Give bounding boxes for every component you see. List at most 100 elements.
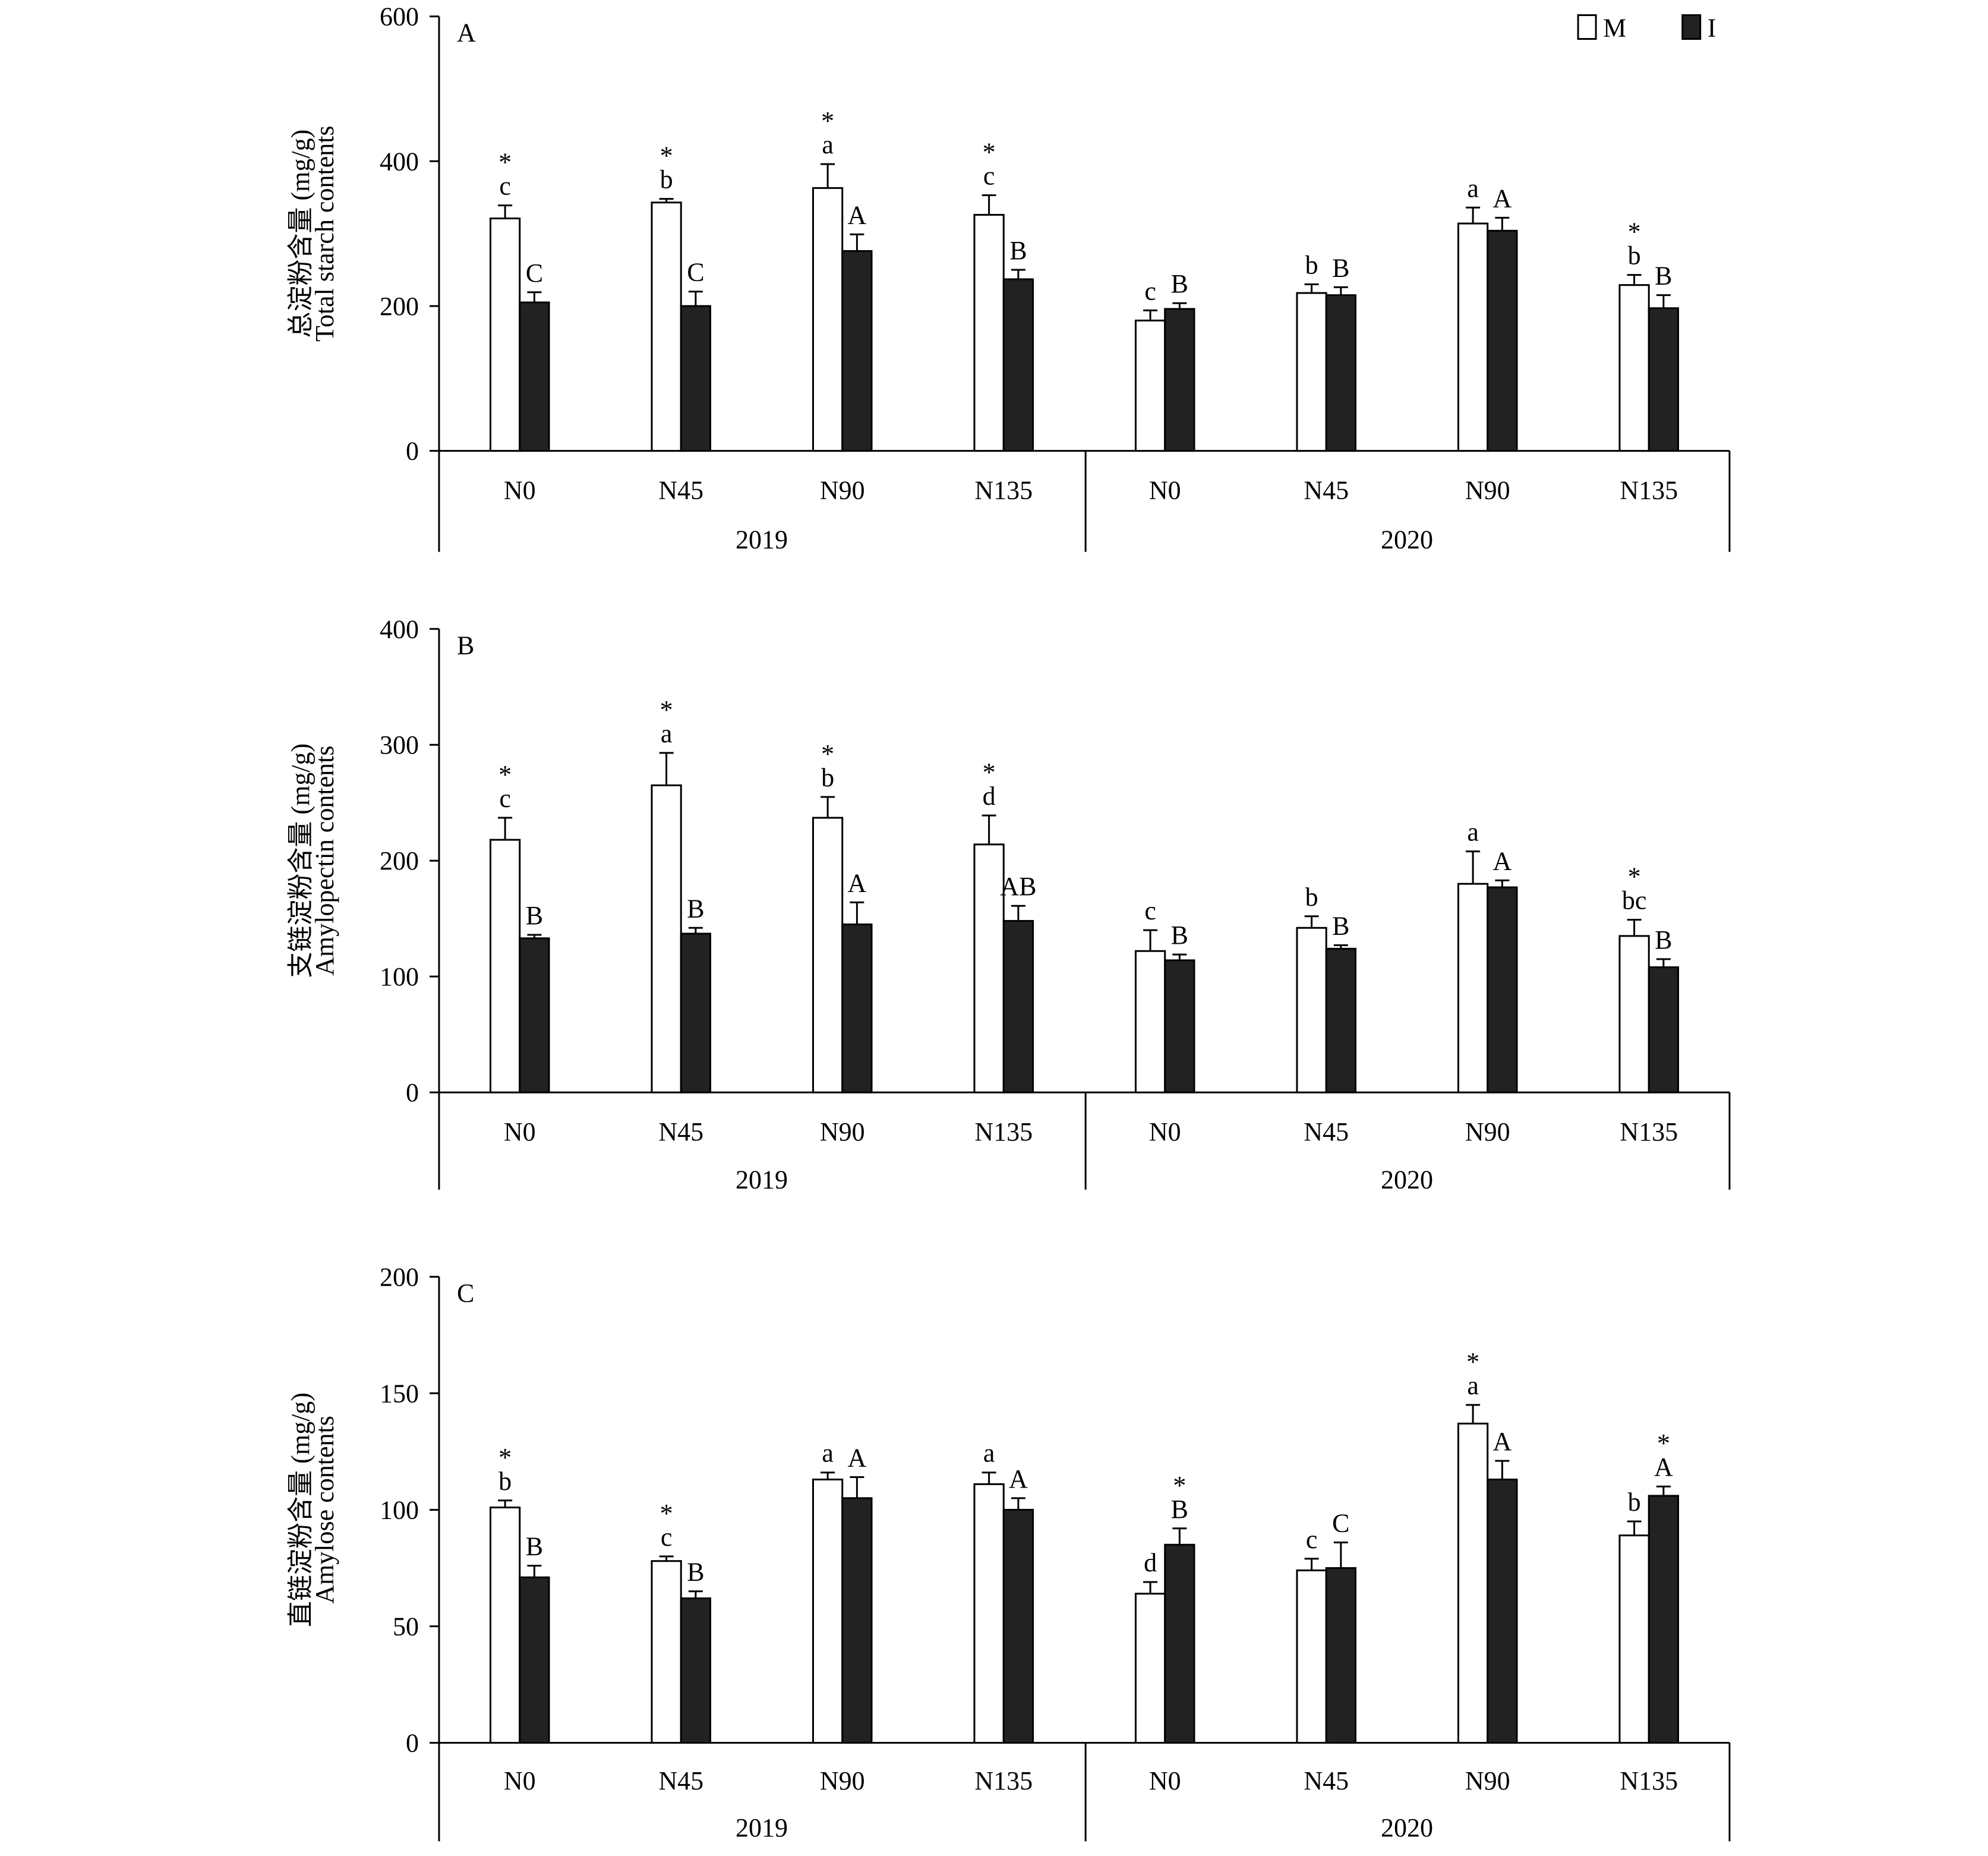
significance-letter: d [1144, 1548, 1157, 1577]
x-tick-label: N45 [658, 1117, 703, 1146]
bar-m [489, 218, 521, 452]
y-axis-title-cn: 总淀粉含量 (mg/g) [286, 130, 315, 338]
significance-letter: B [687, 894, 704, 923]
significance-letter: a [983, 1439, 995, 1468]
bar-m [1457, 222, 1489, 452]
legend-label: I [1708, 14, 1716, 43]
x-tick-label: N0 [1149, 1117, 1181, 1146]
significance-star: * [821, 106, 834, 136]
y-tick-label: 200 [380, 292, 419, 321]
bar-m [812, 817, 844, 1094]
bar-i [1002, 1508, 1034, 1744]
significance-letter: A [1654, 1452, 1673, 1482]
x-tick-label: N90 [1465, 475, 1510, 505]
bar-m [1618, 935, 1650, 1094]
bar-i [680, 305, 712, 452]
x-tick-label: N0 [504, 1117, 536, 1146]
y-tick-label: 0 [406, 1078, 419, 1107]
bar-m [489, 839, 521, 1094]
bar-i [1164, 1543, 1195, 1744]
y-tick-label: 400 [380, 615, 419, 644]
significance-star: * [821, 739, 834, 768]
x-tick-label: N45 [1304, 475, 1349, 505]
bar-m [651, 784, 682, 1094]
significance-letter: B [1655, 261, 1672, 291]
x-tick-label: N0 [1149, 475, 1181, 505]
bar-i [1487, 229, 1518, 452]
y-axis-title-en: Total starch contents [310, 125, 339, 341]
bar-m [812, 1478, 844, 1744]
bar-i [841, 923, 873, 1094]
bar-i [841, 250, 873, 452]
significance-letter: A [1492, 1427, 1511, 1456]
y-axis-title-en: Amylopectin contents [310, 746, 339, 976]
bar-m [973, 843, 1005, 1094]
significance-letter: c [499, 784, 511, 813]
bar-m [1457, 1422, 1489, 1744]
x-tick-label: N45 [1304, 1766, 1349, 1795]
x-tick-label: N135 [1620, 475, 1678, 505]
significance-letter: a [822, 130, 834, 159]
significance-star: * [660, 1499, 673, 1528]
year-label: 2020 [1381, 1165, 1433, 1195]
significance-letter: c [1306, 1525, 1318, 1554]
year-label: 2020 [1381, 1813, 1433, 1842]
significance-star: * [660, 141, 673, 171]
significance-letter: C [1332, 1508, 1349, 1537]
significance-letter: a [1467, 174, 1479, 203]
chart-panel-b: 0 100 200 300 400 B 支链淀粉含量 (mg/g)Amylopectin c… [286, 615, 1731, 1195]
panel-label: B [457, 631, 474, 660]
significance-letter: B [1009, 236, 1027, 265]
bar-i [1487, 1478, 1518, 1744]
significance-letter: B [1655, 925, 1672, 954]
year-label: 2019 [736, 1165, 788, 1195]
y-tick-label: 0 [406, 1729, 419, 1758]
significance-letter: B [1332, 253, 1349, 282]
y-tick-label: 200 [380, 1262, 419, 1291]
significance-letter: a [1467, 818, 1479, 847]
bar-m [1618, 284, 1650, 452]
bar-m [1296, 292, 1327, 452]
bar-m [1618, 1534, 1650, 1744]
significance-letter: c [1144, 276, 1156, 305]
significance-letter: C [687, 258, 704, 287]
bar-i [841, 1497, 873, 1744]
bar-m [489, 1507, 521, 1744]
x-tick-label: N0 [504, 475, 536, 505]
bar-i [1648, 307, 1679, 452]
x-tick-label: N135 [1620, 1766, 1678, 1795]
y-axis-title-cn: 直链淀粉含量 (mg/g) [286, 1392, 315, 1627]
bar-i [1487, 886, 1518, 1094]
bar-i [680, 1597, 712, 1744]
significance-letter: B [1171, 269, 1188, 298]
significance-letter: B [526, 901, 543, 930]
significance-letter: c [983, 162, 995, 191]
significance-star: * [498, 760, 512, 789]
y-tick-label: 100 [380, 1495, 419, 1524]
x-tick-label: N90 [820, 1766, 865, 1795]
significance-star: * [983, 138, 996, 167]
significance-letter: b [821, 763, 834, 792]
y-tick-label: 0 [406, 437, 419, 466]
significance-letter: b [1305, 883, 1318, 912]
bar-m [651, 1560, 682, 1744]
bar-m [973, 1483, 1005, 1744]
bar-i [1164, 959, 1195, 1094]
y-tick-label: 600 [380, 2, 419, 31]
significance-letter: A [847, 200, 866, 229]
significance-letter: b [660, 165, 673, 194]
significance-star: * [1466, 1347, 1479, 1376]
panel-label: C [457, 1278, 474, 1307]
x-tick-label: N135 [974, 1766, 1033, 1795]
bar-i [680, 932, 712, 1094]
y-tick-label: 200 [380, 846, 419, 875]
chart-panel-c: 0 50 100 150 200 C 直链淀粉含量 (mg/g)Amylose conten… [286, 1262, 1731, 1842]
legend-swatch-m [1577, 14, 1597, 40]
bar-i [1325, 294, 1356, 452]
legend-swatch-i [1681, 14, 1702, 40]
x-tick-label: N90 [1465, 1766, 1510, 1795]
bar-i [1002, 278, 1034, 452]
bar-i [1648, 1495, 1679, 1744]
